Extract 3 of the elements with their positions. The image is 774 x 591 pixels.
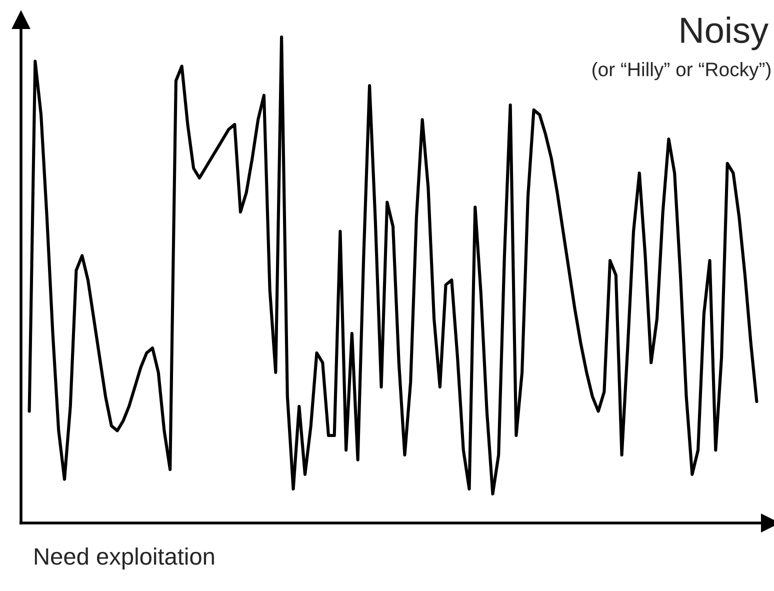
text: Need exploitation xyxy=(34,547,214,570)
chart-title: Noisy xyxy=(681,16,769,50)
text: (or “Hilly” or “Rocky”) xyxy=(592,62,770,80)
